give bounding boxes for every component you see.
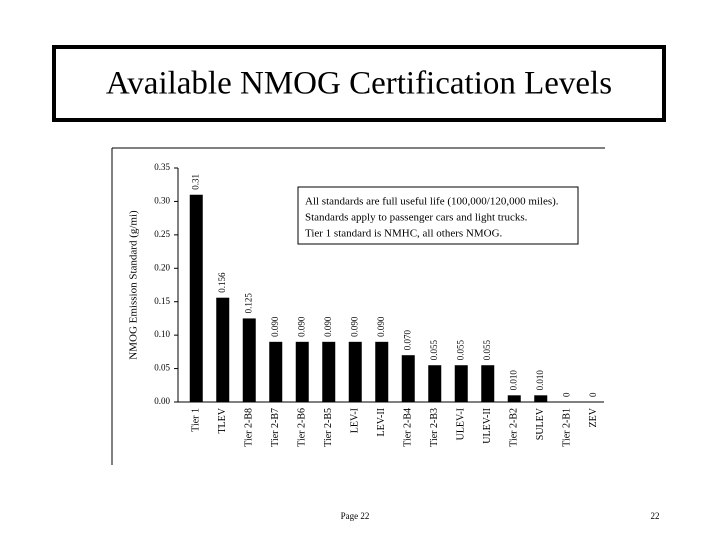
- slide-title: Available NMOG Certification Levels: [106, 66, 612, 102]
- y-tick-label: 0.25: [154, 229, 170, 239]
- y-tick-label: 0.35: [154, 162, 170, 172]
- bar: [428, 365, 442, 402]
- value-label: 0.055: [482, 339, 492, 360]
- value-label: 0.090: [270, 316, 280, 337]
- y-tick-label: 0.05: [154, 363, 170, 373]
- annotation-box: [297, 186, 579, 245]
- y-tick-label: 0.10: [154, 329, 170, 339]
- value-label: 0.090: [323, 316, 333, 337]
- value-label: 0.090: [296, 316, 306, 337]
- value-label: 0: [588, 392, 598, 397]
- value-label: 0.090: [349, 316, 359, 337]
- bar: [216, 297, 230, 402]
- x-tick-label: LEV-II: [376, 408, 387, 437]
- bar: [401, 355, 415, 402]
- bar: [534, 395, 548, 402]
- bar: [189, 194, 203, 402]
- x-tick-label: Tier 2-B2: [509, 408, 520, 447]
- bar: [322, 341, 336, 402]
- x-tick-label: ZEV: [588, 407, 599, 427]
- bar: [481, 365, 495, 402]
- bar: [295, 341, 309, 402]
- x-tick-label: Tier 2-B5: [323, 408, 334, 447]
- x-tick-label: Tier 2-B1: [562, 408, 573, 447]
- x-tick-label: TLEV: [217, 407, 228, 433]
- bar: [507, 395, 521, 402]
- value-label: 0.070: [402, 329, 412, 350]
- value-label: 0.125: [243, 293, 253, 314]
- x-tick-label: Tier 2-B8: [244, 408, 255, 447]
- value-label: 0.090: [376, 316, 386, 337]
- y-axis-label: NMOG Emission Standard (g/mi): [128, 210, 140, 360]
- annotation-line: Tier 1 standard is NMHC, all others NMOG…: [305, 228, 503, 240]
- x-tick-label: ULEV-I: [456, 408, 467, 440]
- annotation-line: All standards are full useful life (100,…: [305, 196, 559, 208]
- y-tick-label: 0.30: [154, 195, 170, 205]
- value-label: 0.055: [429, 339, 439, 360]
- value-label: 0.156: [217, 272, 227, 293]
- value-label: 0.31: [190, 174, 200, 190]
- y-tick-label: 0.20: [154, 262, 170, 272]
- bar: [242, 318, 256, 402]
- x-tick-label: Tier 2-B3: [429, 408, 440, 447]
- x-tick-label: LEV-I: [350, 408, 361, 433]
- y-tick-label: 0.15: [154, 296, 170, 306]
- bar: [454, 365, 468, 402]
- x-tick-label: Tier 1: [191, 408, 202, 432]
- value-label: 0.055: [455, 339, 465, 360]
- bar: [269, 341, 283, 402]
- footer: Page 22: [341, 511, 370, 521]
- x-tick-label: Tier 2-B6: [297, 408, 308, 447]
- x-tick-label: Tier 2-B4: [403, 408, 414, 447]
- value-label: 0: [561, 392, 571, 397]
- y-tick-label: 0.00: [154, 396, 170, 406]
- x-tick-label: ULEV-II: [482, 408, 493, 444]
- value-label: 0.010: [535, 370, 545, 391]
- value-label: 0.010: [508, 370, 518, 391]
- x-tick-label: Tier 2-B7: [270, 408, 281, 447]
- x-tick-label: SULEV: [535, 407, 546, 440]
- bar: [348, 341, 362, 402]
- page-number: 22: [651, 511, 660, 521]
- bar: [375, 341, 389, 402]
- annotation-line: Standards apply to passenger cars and li…: [305, 212, 528, 224]
- title-box: [52, 45, 666, 122]
